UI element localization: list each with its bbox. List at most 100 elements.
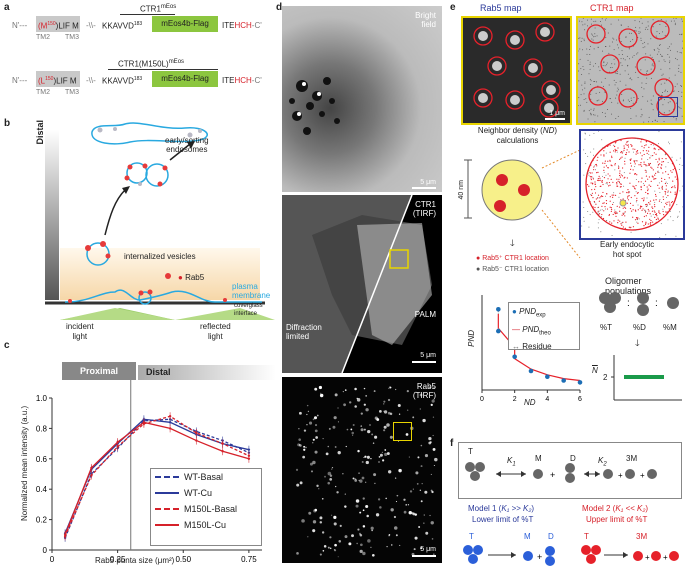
data-point: [90, 466, 93, 470]
data-point: [247, 448, 251, 451]
legend-swatch: [155, 492, 179, 494]
x-tick-label: 0.75: [241, 555, 257, 564]
chart-xlabel: Rab5 punta size (μm²): [95, 556, 175, 565]
legend-swatch: [155, 476, 179, 478]
k1-label: K1: [507, 456, 516, 468]
pnd-x-tick-label: 6: [578, 396, 582, 403]
data-point: [116, 445, 119, 448]
nm-label: 40 nm: [458, 180, 465, 200]
data-point: [247, 457, 251, 460]
rab5-map: 1 μm: [461, 16, 572, 125]
model1-t: T: [469, 532, 474, 541]
tm3-label-2: TM3: [65, 89, 79, 96]
legend-label: M150L-Basal: [184, 504, 238, 514]
eq-3m-label: 3M: [626, 454, 638, 463]
break-mark-2: -\\-: [86, 76, 96, 85]
pnd-exp-point: [577, 380, 583, 385]
legend-item: WT-Cu: [151, 485, 261, 501]
panel-label-d: d: [276, 2, 283, 13]
svg-text::: :: [655, 298, 658, 309]
nd-xlabel: ND: [524, 398, 536, 407]
tm-box-1: (M150)LIF M: [36, 16, 80, 32]
data-point: [142, 421, 146, 424]
tm2-label-1: TM2: [36, 34, 50, 41]
diffraction-label: Diffraction limited: [286, 323, 322, 341]
rab5-map-title: Rab5 map: [480, 3, 522, 13]
panel-label-a: a: [4, 2, 10, 13]
ctr1-map: [576, 16, 685, 125]
construct-title-1: CTR1mEos: [140, 4, 177, 14]
title-underline-1: [120, 14, 175, 15]
pnd-ylabel: PND: [467, 330, 476, 347]
x-tick-label: 0: [50, 555, 55, 564]
legend-pnd-exp: ● PNDexp: [512, 307, 546, 319]
chart-ylabel: Normalized mean intensity (a.u.): [20, 405, 29, 521]
plasma-membrane-label: plasma membrane: [232, 282, 271, 300]
ctr1-map-title: CTR1 map: [590, 3, 634, 13]
scale-bar-2: [412, 361, 436, 363]
data-point: [195, 439, 198, 442]
y-tick-label: 0: [43, 546, 48, 555]
model2-3m: 3M: [636, 532, 648, 541]
legend-item: WT-Basal: [151, 469, 261, 485]
pnd-exp-point: [528, 368, 534, 374]
data-point: [168, 421, 172, 424]
x-tick-label: 0.25: [110, 555, 126, 564]
hotspot-box: [658, 97, 678, 117]
svg-text:+: +: [645, 553, 650, 562]
rab5pos-legend: ● Rab5⁺ CTR1 location: [476, 255, 549, 262]
y-tick-label: 0.2: [36, 516, 48, 525]
panel-label-f: f: [450, 438, 454, 449]
zoom-box: [393, 422, 412, 441]
pnd-chart: 0 2 4 6: [480, 295, 583, 403]
rab5-tirf-image: Rab5 (TIRF) 5 μm: [282, 377, 442, 563]
arrow-down-2: 🡓: [635, 338, 640, 348]
legend-item: M150L-Cu: [151, 517, 261, 533]
panel-label-c: c: [4, 340, 10, 351]
hotspot-label: Early endocytic hot spot: [600, 240, 655, 259]
legend-swatch: [155, 524, 179, 526]
series-line-WT-Basal: [64, 418, 250, 539]
data-point: [168, 415, 172, 418]
data-point: [90, 474, 93, 477]
rab5-legend: ● Rab5: [178, 273, 205, 282]
proximal-bar: Proximal: [62, 362, 136, 380]
bright-field-image: Bright field 5 μm: [282, 6, 442, 192]
pnd-legend: ● PNDexp — PNDtheo ↔ Residue: [508, 302, 580, 351]
bright-field-label: Bright field: [415, 11, 436, 29]
legend-label: WT-Cu: [184, 488, 212, 498]
legend-pnd-theo: — PNDtheo: [512, 324, 551, 337]
y-tick-label: 0.4: [36, 485, 48, 494]
oligomer-icons: : :: [599, 292, 679, 316]
hotspot-map: [579, 129, 685, 240]
model1-subtitle: Lower limit of %T: [472, 515, 534, 524]
rab5-map-scale-bar: [545, 118, 565, 120]
data-point: [116, 440, 119, 444]
series-line-M150L-Cu: [64, 421, 250, 536]
nd-diagram: [464, 149, 581, 259]
coverglass-label: coverglass interface: [234, 303, 263, 317]
meos-box-1: mEos4b-Flag: [152, 16, 218, 32]
pct-d-label: %D: [633, 323, 646, 332]
svg-text:+: +: [618, 471, 623, 480]
svg-text::: :: [627, 298, 630, 309]
rab5neg-legend: ● Rab5⁻ CTR1 location: [476, 266, 549, 273]
svg-text:+: +: [663, 553, 668, 562]
incident-light-label: incident light: [66, 322, 94, 341]
meos-box-2: mEos4b-Flag: [152, 71, 218, 87]
pct-t-label: %T: [600, 323, 612, 332]
pnd-x-tick-label: 2: [513, 396, 517, 403]
rab5-tirf-label: Rab5 (TIRF): [412, 382, 436, 400]
k2-label: K2: [598, 456, 607, 468]
arrow-down-1: 🡓: [510, 238, 515, 248]
rab5-map-scale: 1 μm: [549, 110, 565, 117]
n-term-2: N'---: [12, 76, 28, 85]
series-line-M150L-Basal: [64, 415, 250, 537]
legend-item: M150L-Basal: [151, 501, 261, 517]
scale-label-2: 5 μm: [420, 352, 436, 359]
data-point: [195, 431, 198, 435]
panel-label-e: e: [450, 2, 456, 13]
model2-title: Model 2 (K₁ << K₂): [582, 504, 649, 513]
early-endosomes-label: early/sorting endosomes: [165, 136, 209, 154]
svg-text:+: +: [640, 471, 645, 480]
